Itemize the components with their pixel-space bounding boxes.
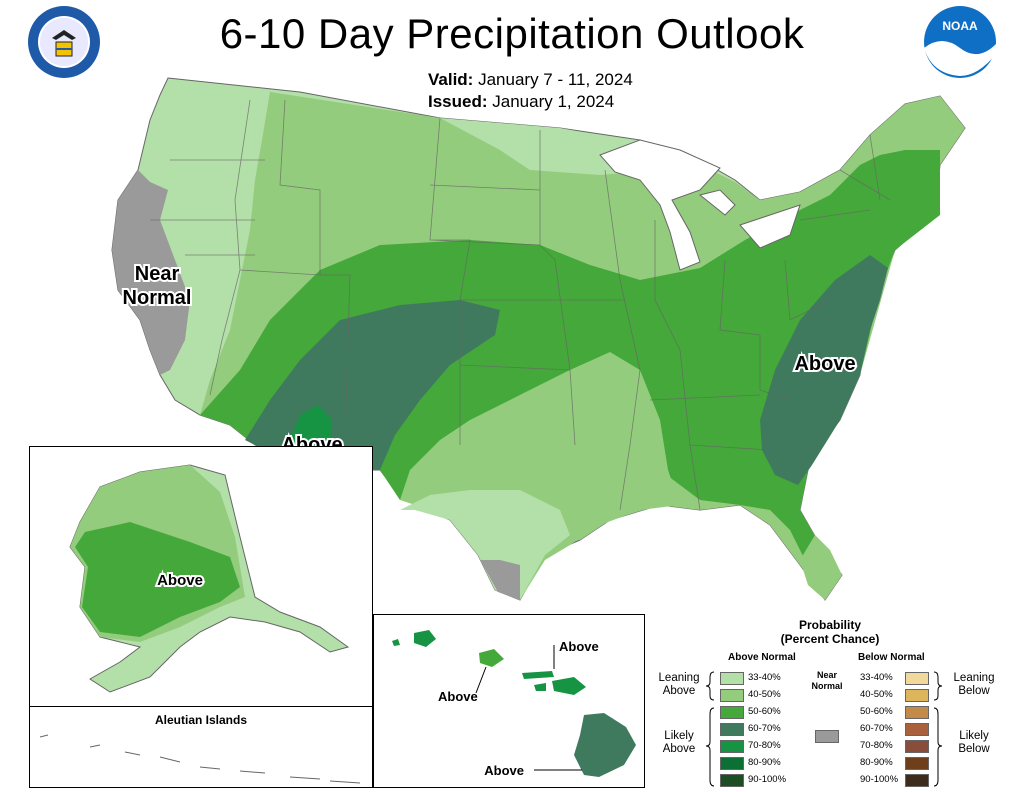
hawaii-oahu [479, 649, 504, 667]
issued-row: Issued: January 1, 2024 [428, 92, 614, 112]
legend-below-item-label: 50-60% [860, 706, 893, 717]
legend-above-item-swatch [720, 706, 744, 719]
legend-near-normal-label: Near Normal [811, 670, 843, 691]
hawaii-above-label-1: Above [559, 639, 599, 654]
legend-likely-below: Likely Below [958, 730, 990, 755]
legend-below-item-swatch [905, 672, 929, 685]
hawaii-callout-lines [475, 645, 582, 771]
conus-region-near-normal-west [112, 170, 190, 375]
aleutian-inset: Aleutian Islands [29, 706, 373, 788]
legend-below-head: Below Normal [858, 652, 925, 663]
issued-label: Issued: [428, 92, 488, 111]
above-label-alaska: Above [157, 572, 203, 589]
legend-braces [705, 671, 943, 787]
legend: Probability (Percent Chance) Above Norma… [650, 612, 1020, 790]
great-lakes [599, 139, 801, 271]
legend-above-item-label: 90-100% [748, 774, 787, 785]
legend-below-item-label: 80-90% [860, 757, 893, 768]
legend-above-item-swatch [720, 672, 744, 685]
legend-below-item-label: 60-70% [860, 723, 893, 734]
legend-below-item-swatch [905, 740, 929, 753]
legend-above-item-swatch [720, 757, 744, 770]
hawaii-above-label-3: Above [484, 763, 524, 778]
valid-row: Valid: January 7 - 11, 2024 [428, 70, 633, 90]
legend-above-item-swatch [720, 774, 744, 787]
alaska-region-50-60 [75, 522, 240, 637]
legend-above-item-label: 60-70% [748, 723, 781, 734]
legend-likely-above: Likely Above [662, 730, 696, 755]
alaska-inset: Above [29, 446, 373, 708]
legend-below-item-label: 90-100% [860, 774, 899, 785]
hawaii-big-island [574, 713, 636, 777]
state-boundaries [150, 99, 891, 511]
legend-below-item-swatch [905, 774, 929, 787]
page-title: 6-10 Day Precipitation Outlook [219, 10, 805, 57]
commerce-seal-logo [26, 4, 102, 80]
hawaii-kauai [414, 630, 436, 647]
conus-southtexas-33-40 [400, 490, 570, 600]
legend-above-item-label: 50-60% [748, 706, 781, 717]
legend-leaning-above: Leaning Above [658, 672, 700, 697]
conus-region-60-70-east [760, 255, 888, 485]
above-label-east: Above [794, 353, 855, 375]
legend-above-head: Above Normal [728, 652, 796, 663]
hawaii-maui [534, 677, 586, 695]
issued-value: January 1, 2024 [492, 92, 615, 111]
noaa-logo-text: NOAA [942, 19, 978, 33]
legend-below-item-swatch [905, 723, 929, 736]
legend-above-item-swatch [720, 689, 744, 702]
hawaii-above-label-2: Above [438, 689, 478, 704]
legend-below-item-swatch [905, 757, 929, 770]
near-normal-label-line2: Normal [123, 287, 192, 309]
valid-label: Valid: [428, 70, 474, 89]
legend-above-item-label: 80-90% [748, 757, 781, 768]
legend-title-line1: Probability [798, 618, 861, 632]
legend-above-item-swatch [720, 723, 744, 736]
legend-below-item-swatch [905, 706, 929, 719]
legend-title-line2: (Percent Chance) [780, 632, 880, 646]
conus-florida-40-50 [800, 535, 842, 600]
near-normal-label-line1: Near [135, 263, 180, 285]
valid-value: January 7 - 11, 2024 [478, 70, 633, 89]
conus-northern-strip-33-40 [440, 118, 635, 170]
noaa-logo: NOAA [922, 4, 998, 80]
legend-below-item-swatch [905, 689, 929, 702]
legend-leaning-below: Leaning Below [953, 672, 995, 697]
legend-above-item-label: 70-80% [748, 740, 781, 751]
legend-near-normal-swatch [815, 730, 839, 743]
legend-above-item-label: 33-40% [748, 672, 781, 683]
legend-above-item-label: 40-50% [748, 689, 781, 700]
legend-below-item-label: 70-80% [860, 740, 893, 751]
hawaii-inset: Above Above Above [373, 614, 645, 788]
legend-above-item-swatch [720, 740, 744, 753]
aleutian-islands-shape [39, 734, 361, 784]
legend-below-item-label: 33-40% [860, 672, 893, 683]
aleutian-label: Aleutian Islands [154, 713, 248, 727]
hawaii-niihau [392, 639, 400, 646]
legend-below-item-label: 40-50% [860, 689, 893, 700]
hawaii-molokai [522, 671, 554, 679]
conus-region-near-normal-texas [480, 560, 520, 600]
